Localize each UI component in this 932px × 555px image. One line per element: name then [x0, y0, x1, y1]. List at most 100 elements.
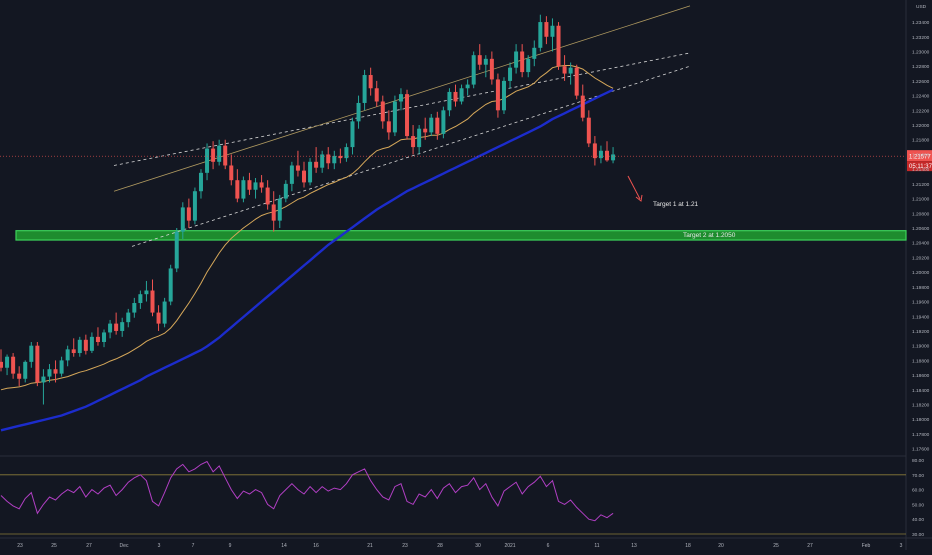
candle-body	[0, 361, 3, 368]
rsi-line	[0, 460, 614, 522]
candle-body	[326, 154, 331, 164]
time-tick-label: 30	[475, 543, 481, 549]
candle-body	[374, 88, 379, 102]
candle-body	[138, 294, 143, 304]
candle-body	[71, 349, 76, 354]
candle-body	[447, 91, 452, 111]
time-tick-label: 23	[402, 543, 408, 549]
price-tick-label: 1.21000	[912, 197, 930, 203]
countdown-label: 05:11:37	[909, 164, 932, 170]
price-tick-label: 1.20000	[912, 270, 930, 276]
candle-body	[150, 290, 155, 313]
annotations: Target 1 at 1.21 Target 2 at 1.2050	[627, 175, 736, 239]
candle-body	[471, 55, 476, 85]
candle-body	[229, 165, 234, 181]
price-tick-label: 1.19800	[912, 285, 930, 291]
price-tick-label: 1.21800	[912, 138, 930, 144]
time-tick-label: 2021	[504, 543, 515, 549]
candle-body	[465, 84, 470, 89]
candle-body	[77, 339, 82, 354]
candles	[0, 14, 616, 405]
last-price-label: 1.21577	[909, 155, 931, 161]
candle-body	[532, 47, 537, 59]
time-tick-label: 13	[631, 543, 637, 549]
candle-body	[271, 204, 276, 221]
candle-body	[405, 94, 410, 137]
candle-body	[174, 231, 179, 269]
price-tick-label: 1.19000	[912, 344, 930, 350]
candle-body	[544, 22, 549, 37]
candle-body	[350, 121, 355, 148]
candle-body	[435, 117, 440, 134]
candle-body	[380, 101, 385, 122]
time-tick-label: 25	[773, 543, 779, 549]
candle-body	[483, 58, 488, 65]
time-tick-label: 11	[594, 543, 599, 549]
candle-body	[501, 80, 506, 111]
target-2-label: Target 2 at 1.2050	[683, 232, 736, 239]
candle-body	[65, 349, 70, 361]
support-zone-layer	[15, 230, 907, 241]
rsi-tick-label: 60.00	[912, 488, 924, 494]
candle-body	[398, 94, 403, 102]
time-tick-label: 20	[718, 543, 724, 549]
candle-body	[580, 95, 585, 118]
candle-body	[598, 150, 603, 159]
candle-body	[520, 51, 525, 73]
candle-body	[441, 110, 446, 134]
candle-body	[489, 58, 494, 80]
candle-body	[477, 55, 482, 65]
candle-body	[198, 172, 203, 192]
rsi-tick-label: 40.00	[912, 517, 924, 523]
rsi-tick-label: 70.00	[912, 473, 924, 479]
candle-body	[5, 356, 10, 368]
candle-body	[308, 161, 313, 183]
time-tick-label: 28	[437, 543, 443, 549]
target-arrow-line	[627, 175, 641, 200]
price-tick-label: 1.22400	[912, 94, 930, 100]
time-tick-label: Feb	[862, 543, 871, 549]
candle-body	[508, 67, 513, 81]
price-tick-label: 1.22800	[912, 64, 930, 70]
last-price-tag	[907, 150, 932, 162]
price-tick-label: 1.21400	[912, 167, 930, 173]
price-tick-label: 1.20800	[912, 211, 930, 217]
candle-body	[23, 361, 28, 379]
candle-body	[217, 145, 222, 162]
price-axis[interactable]: 1.23400 1.23200 1.23000 1.22800 1.22600 1.224…	[912, 4, 930, 453]
candle-body	[332, 155, 337, 164]
price-tick-label: 1.19600	[912, 300, 930, 306]
candle-body	[526, 58, 531, 73]
time-axis[interactable]: 23 25 27 Dec 3 7 9 14 16 21 23 28 30 2021 6 11 13 18 20 25 2…	[17, 543, 902, 549]
candle-body	[17, 373, 22, 379]
price-tick-label: 1.17800	[912, 432, 930, 438]
candle-body	[538, 22, 543, 48]
candle-body	[574, 67, 579, 96]
candle-body	[495, 79, 500, 111]
candle-body	[259, 182, 264, 188]
candle-body	[241, 180, 246, 199]
candle-body	[289, 165, 294, 184]
candle-body	[11, 356, 16, 374]
candle-body	[47, 369, 52, 377]
last-price-line: 1.21577 05:11:37	[0, 150, 932, 172]
candle-body	[35, 345, 40, 383]
candle-body	[114, 323, 119, 331]
time-tick-label: 16	[313, 543, 319, 549]
time-tick-label: Dec	[120, 543, 129, 549]
price-tick-label: 1.21600	[912, 152, 930, 158]
candle-body	[423, 128, 428, 133]
time-tick-label: 18	[685, 543, 691, 549]
candle-body	[568, 67, 573, 74]
price-tick-label: 1.18200	[912, 403, 930, 409]
candle-body	[417, 128, 422, 148]
candle-body	[295, 165, 300, 171]
candle-body	[89, 336, 94, 351]
price-tick-label: 1.18400	[912, 388, 930, 394]
time-tick-label: 27	[86, 543, 92, 549]
countdown-tag	[907, 161, 932, 172]
candle-body	[223, 145, 228, 166]
time-tick-label: 3	[158, 543, 161, 549]
